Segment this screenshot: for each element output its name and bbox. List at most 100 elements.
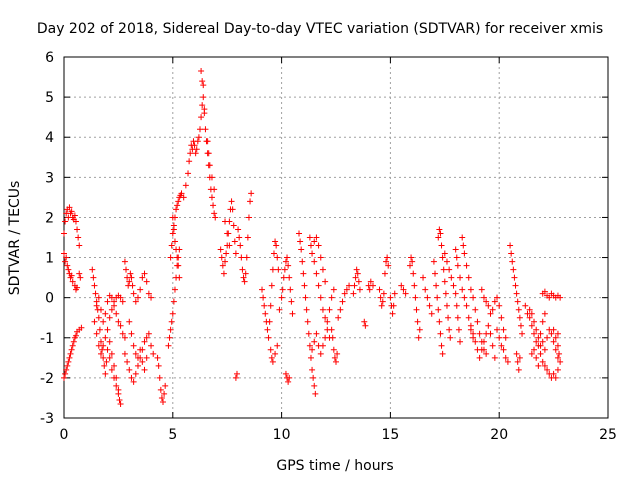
data-point — [384, 254, 391, 261]
data-point — [496, 334, 503, 341]
data-point — [245, 214, 252, 221]
data-point — [141, 366, 148, 373]
data-point — [267, 346, 274, 353]
data-point — [63, 366, 70, 373]
data-point — [550, 326, 557, 333]
data-point — [435, 306, 442, 313]
data-point — [387, 294, 394, 301]
data-point — [352, 274, 359, 281]
data-point — [450, 282, 457, 289]
data-point — [69, 278, 76, 285]
data-point — [237, 242, 244, 249]
data-point — [231, 238, 238, 245]
data-point — [158, 394, 165, 401]
data-point — [168, 242, 175, 249]
x-tick-label: 25 — [599, 427, 617, 443]
data-point — [259, 286, 266, 293]
data-point — [111, 302, 118, 309]
data-point — [509, 258, 516, 265]
x-axis-label: GPS time / hours — [276, 458, 393, 474]
data-point — [413, 306, 420, 313]
data-point — [452, 290, 459, 297]
data-point — [228, 198, 235, 205]
data-point — [276, 306, 283, 313]
data-point — [307, 242, 314, 249]
data-point — [541, 288, 548, 295]
data-point — [317, 350, 324, 357]
data-point — [515, 306, 522, 313]
data-point — [267, 302, 274, 309]
data-point — [548, 330, 555, 337]
plot-frame — [63, 56, 609, 419]
data-point — [139, 358, 146, 365]
data-point — [487, 310, 494, 317]
data-point — [76, 270, 83, 277]
data-point — [454, 314, 461, 321]
data-point — [134, 354, 141, 361]
data-point — [322, 334, 329, 341]
data-point — [515, 366, 522, 373]
data-point — [70, 338, 77, 345]
data-point — [127, 270, 134, 277]
data-point — [223, 250, 230, 257]
data-point — [69, 342, 76, 349]
data-point — [238, 254, 245, 261]
data-point — [380, 290, 387, 297]
data-point — [61, 230, 67, 237]
data-point — [408, 254, 415, 261]
data-point — [313, 234, 320, 241]
data-point — [76, 242, 83, 249]
data-point — [310, 374, 317, 381]
data-point — [247, 198, 254, 205]
data-point — [391, 290, 398, 297]
data-point — [200, 82, 207, 89]
data-point — [173, 206, 180, 213]
data-point — [467, 322, 474, 329]
data-point — [108, 350, 115, 357]
data-point — [116, 396, 123, 403]
data-point — [199, 102, 206, 109]
data-point — [61, 250, 67, 257]
data-point — [326, 306, 333, 313]
data-point — [476, 354, 483, 361]
data-point — [459, 286, 466, 293]
data-point — [546, 294, 553, 301]
data-point — [498, 314, 505, 321]
data-point — [389, 310, 396, 317]
data-point — [162, 382, 169, 389]
data-point — [269, 266, 276, 273]
data-point — [511, 274, 518, 281]
data-point — [315, 242, 322, 249]
data-point — [143, 334, 150, 341]
data-point — [502, 354, 509, 361]
data-point — [433, 282, 440, 289]
data-point — [557, 358, 564, 365]
data-point — [198, 68, 205, 75]
data-point — [376, 286, 383, 293]
data-point — [531, 346, 538, 353]
data-point — [74, 226, 81, 233]
data-point — [533, 354, 540, 361]
data-point — [104, 326, 111, 333]
data-point — [128, 274, 135, 281]
data-point — [282, 370, 289, 377]
y-tick-label: 4 — [45, 130, 54, 146]
data-point — [400, 286, 407, 293]
data-point — [240, 274, 247, 281]
data-point — [331, 354, 338, 361]
data-point — [457, 274, 464, 281]
data-point — [528, 322, 535, 329]
data-point — [443, 302, 450, 309]
data-point — [206, 162, 213, 169]
data-point — [337, 306, 344, 313]
data-point — [229, 206, 236, 213]
data-point — [191, 142, 198, 149]
data-point — [516, 354, 523, 361]
data-point — [145, 290, 152, 297]
data-point — [235, 226, 242, 233]
data-point — [148, 294, 155, 301]
data-point — [319, 342, 326, 349]
data-point — [541, 346, 548, 353]
data-point — [262, 310, 269, 317]
